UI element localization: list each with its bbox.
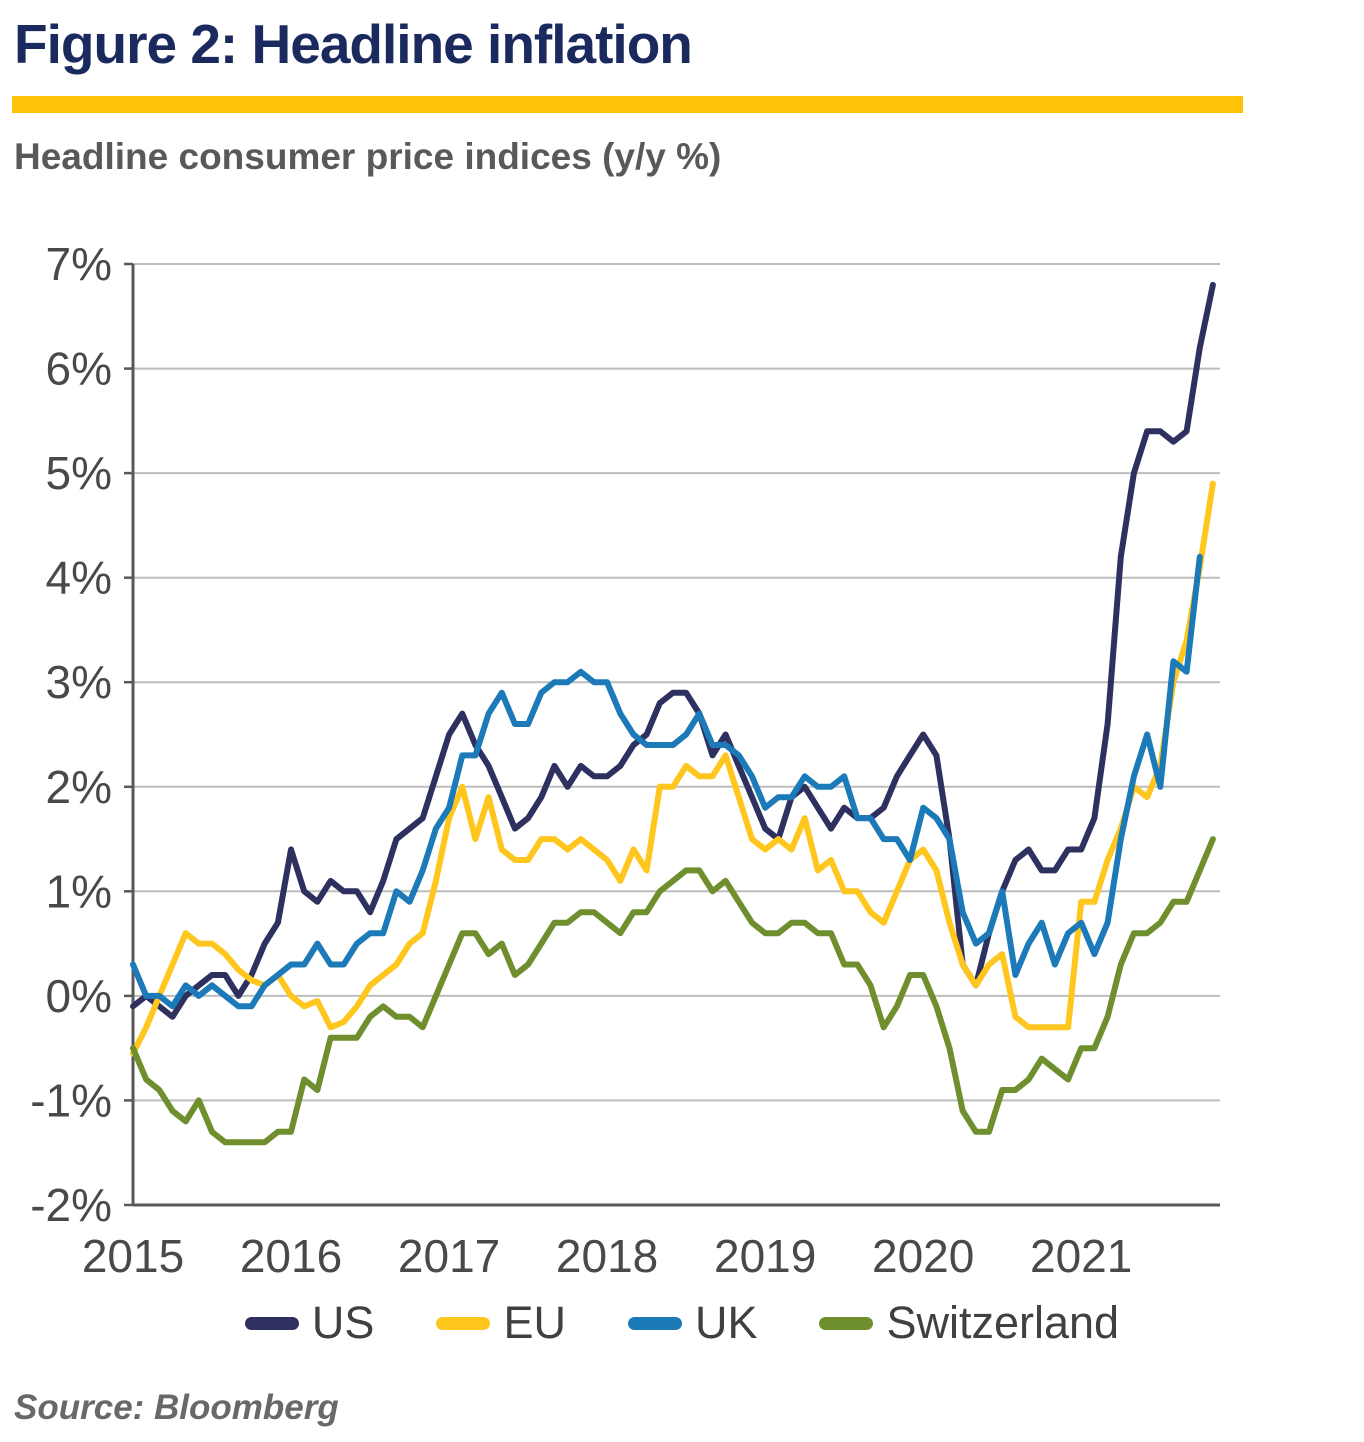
x-tick-label-2016: 2016	[240, 1230, 342, 1282]
x-tick-label-2019: 2019	[714, 1230, 816, 1282]
series-line-eu	[130, 480, 1216, 1057]
legend-swatch-eu	[436, 1316, 491, 1330]
x-tick-label-2015: 2015	[82, 1230, 184, 1282]
series-line-us	[130, 281, 1216, 1020]
y-tick-label-1%: 1%	[46, 865, 112, 917]
legend-label-uk: UK	[694, 1297, 758, 1348]
y-tick-label-7%: 7%	[46, 238, 112, 290]
y-tick-label-6%: 6%	[46, 343, 112, 395]
x-tick-label-2017: 2017	[398, 1230, 500, 1282]
figure-title: Figure 2: Headline inflation	[14, 13, 693, 75]
legend-swatch-switzerland	[819, 1316, 874, 1330]
source-note: Source: Bloomberg	[14, 1388, 339, 1427]
y-tick-label--2%: -2%	[30, 1179, 112, 1231]
series-line-switzerland	[130, 836, 1216, 1146]
x-tick-label-2020: 2020	[872, 1230, 974, 1282]
legend-label-eu: EU	[503, 1297, 566, 1348]
y-tick-label-3%: 3%	[46, 656, 112, 708]
legend-item-eu: EU	[436, 1297, 566, 1349]
y-tick-label-4%: 4%	[46, 552, 112, 604]
accent-rule	[12, 96, 1243, 113]
chart-legend: US EU UK Switzerland	[0, 1297, 1364, 1349]
x-tick-label-2021: 2021	[1030, 1230, 1132, 1282]
legend-swatch-us	[244, 1316, 299, 1330]
x-tick-label-2018: 2018	[556, 1230, 658, 1282]
legend-item-uk: UK	[627, 1297, 758, 1349]
y-tick-label--1%: -1%	[30, 1074, 112, 1126]
series-line-uk	[130, 553, 1203, 1010]
y-tick-label-0%: 0%	[46, 970, 112, 1022]
legend-swatch-uk	[627, 1316, 682, 1330]
legend-label-switzerland: Switzerland	[886, 1297, 1120, 1348]
legend-item-us: US	[244, 1297, 375, 1349]
legend-label-us: US	[311, 1297, 375, 1348]
y-tick-label-5%: 5%	[46, 447, 112, 499]
y-tick-label-2%: 2%	[46, 761, 112, 813]
chart-subtitle: Headline consumer price indices (y/y %)	[14, 136, 722, 177]
legend-item-switzerland: Switzerland	[819, 1297, 1119, 1349]
